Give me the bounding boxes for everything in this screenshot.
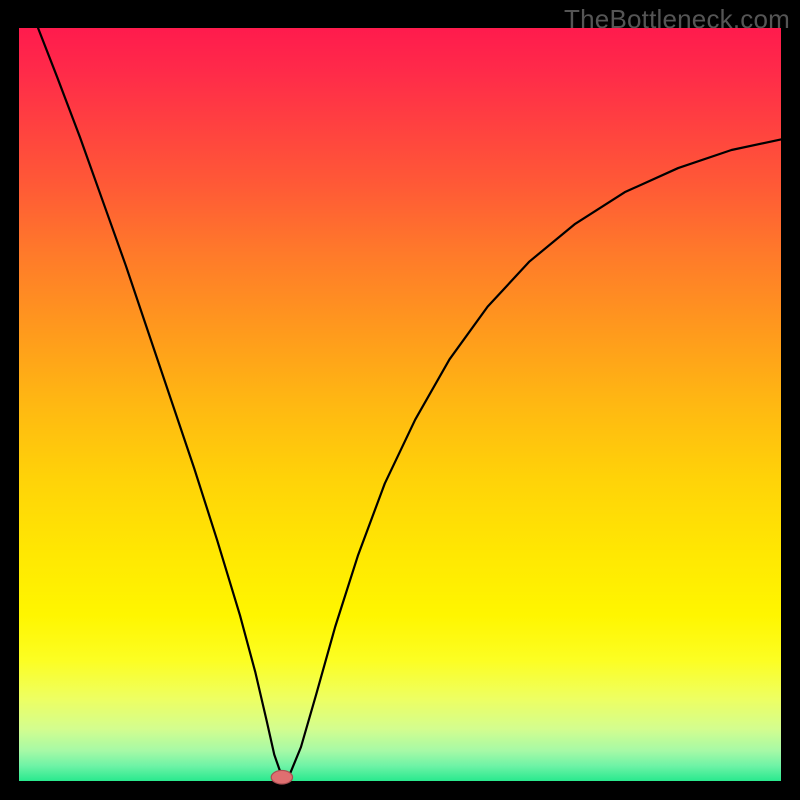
chart-stage: TheBottleneck.com: [0, 0, 800, 800]
plot-area-rect: [19, 28, 781, 781]
bottleneck-chart-svg: [0, 0, 800, 800]
minimum-marker: [271, 770, 292, 784]
